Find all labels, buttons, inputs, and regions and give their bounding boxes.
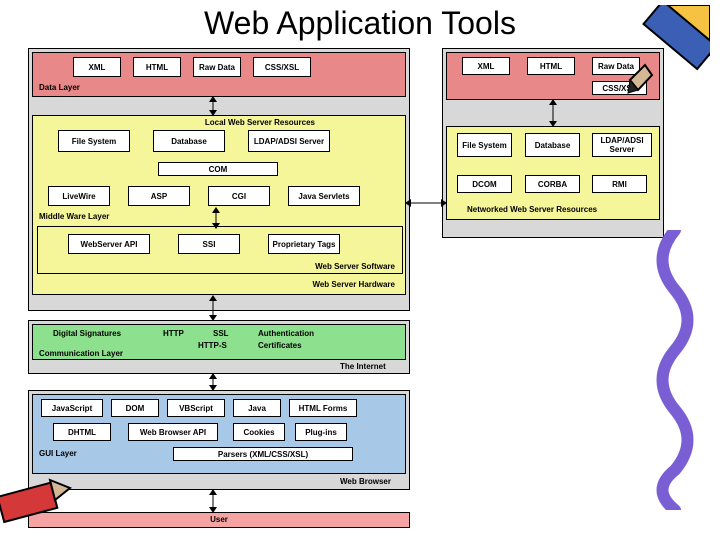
box-htmlforms: HTML Forms bbox=[289, 399, 357, 417]
box-fs: File System bbox=[58, 130, 130, 152]
r-corba: CORBA bbox=[525, 175, 580, 193]
box-cookies: Cookies bbox=[233, 423, 285, 441]
r-fs: File System bbox=[457, 133, 512, 157]
comm-https: HTTP-S bbox=[198, 341, 227, 350]
box-com: COM bbox=[158, 162, 278, 176]
box-cssxsl: CSS/XSL bbox=[253, 57, 311, 77]
arrow-gui-user bbox=[208, 490, 218, 512]
data-layer-label: Data Layer bbox=[39, 83, 80, 92]
arrow-left-right bbox=[406, 198, 446, 208]
box-xml: XML bbox=[73, 57, 121, 77]
crayon-decoration-top bbox=[590, 5, 710, 115]
box-rawdata: Raw Data bbox=[193, 57, 241, 77]
box-browserapi: Web Browser API bbox=[128, 423, 218, 441]
arrow-mw-inner bbox=[211, 208, 221, 228]
box-java: Java bbox=[233, 399, 281, 417]
r-res-label: Networked Web Server Resources bbox=[467, 205, 597, 214]
box-asp: ASP bbox=[128, 186, 190, 206]
comm-label: Communication Layer bbox=[39, 349, 123, 358]
arrow-r-data-res bbox=[548, 100, 558, 126]
box-servlets: Java Servlets bbox=[288, 186, 360, 206]
gui-label: GUI Layer bbox=[39, 449, 77, 458]
arrow-mw-comm bbox=[208, 296, 218, 320]
comm-ssl: SSL bbox=[213, 329, 229, 338]
internet-label: The Internet bbox=[340, 362, 386, 371]
r-db: Database bbox=[525, 133, 580, 157]
browser-label: Web Browser bbox=[340, 477, 391, 486]
user-label: User bbox=[210, 515, 228, 524]
box-plugins: Plug-ins bbox=[295, 423, 347, 441]
r-rmi: RMI bbox=[592, 175, 647, 193]
arrow-comm-gui bbox=[208, 374, 218, 390]
r-dcom: DCOM bbox=[457, 175, 512, 193]
box-livewire: LiveWire bbox=[48, 186, 110, 206]
middleware-panel: Local Web Server Resources File System D… bbox=[32, 115, 406, 295]
comm-http: HTTP bbox=[163, 329, 184, 338]
mw-layer-label: Middle Ware Layer bbox=[39, 212, 109, 221]
box-cgi: CGI bbox=[208, 186, 270, 206]
box-html: HTML bbox=[133, 57, 181, 77]
resources-label: Local Web Server Resources bbox=[205, 118, 315, 127]
box-dhtml: DHTML bbox=[53, 423, 111, 441]
arrow-data-mw bbox=[208, 97, 218, 115]
data-layer-panel: XML HTML Raw Data CSS/XSL Data Layer bbox=[32, 52, 406, 97]
r-ldap: LDAP/ADSI Server bbox=[592, 133, 652, 157]
box-db: Database bbox=[153, 130, 225, 152]
server-sw-border bbox=[37, 226, 403, 274]
server-hw-label: Web Server Hardware bbox=[312, 280, 395, 289]
r-xml: XML bbox=[462, 57, 510, 75]
crayon-decoration-bottom bbox=[0, 460, 90, 530]
box-dom: DOM bbox=[111, 399, 159, 417]
box-ldap: LDAP/ADSI Server bbox=[248, 130, 330, 152]
squiggle-decoration bbox=[645, 230, 705, 510]
comm-dsig: Digital Signatures bbox=[53, 329, 121, 338]
right-res-panel: File System Database LDAP/ADSI Server DC… bbox=[446, 126, 660, 220]
r-html: HTML bbox=[527, 57, 575, 75]
box-js: JavaScript bbox=[41, 399, 103, 417]
comm-cert: Certificates bbox=[258, 341, 302, 350]
box-vbs: VBScript bbox=[167, 399, 225, 417]
box-parsers: Parsers (XML/CSS/XSL) bbox=[173, 447, 353, 461]
comm-auth: Authentication bbox=[258, 329, 314, 338]
comm-panel: Digital Signatures HTTP SSL Authenticati… bbox=[32, 324, 406, 360]
